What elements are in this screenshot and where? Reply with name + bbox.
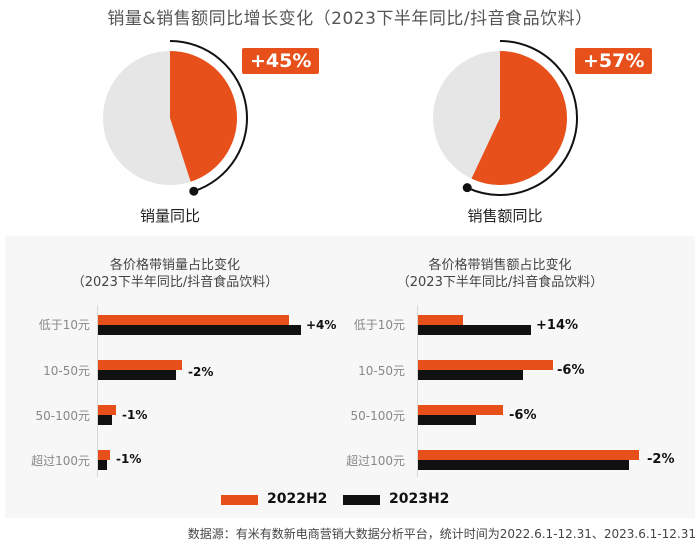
category-label: 低于10元 xyxy=(38,318,90,332)
growth-badge: +57% xyxy=(575,48,653,74)
bar-2022h2 xyxy=(98,450,110,460)
page-title: 销量&销售额同比增长变化（2023下半年同比/抖音食品饮料） xyxy=(107,9,593,29)
pie-label: 销量同比 xyxy=(139,207,200,225)
bar-2023h2 xyxy=(98,370,176,380)
delta-label: -2% xyxy=(647,452,675,467)
y-axis-line xyxy=(97,305,98,477)
legend-label-2022h2: 2022H2 xyxy=(267,491,328,507)
category-label: 超过100元 xyxy=(346,454,405,468)
bar-2023h2 xyxy=(98,460,107,470)
category-label: 10-50元 xyxy=(43,364,90,378)
delta-label: +4% xyxy=(306,318,337,332)
bar-2022h2 xyxy=(98,360,182,370)
delta-label: -1% xyxy=(116,452,142,466)
delta-label: +14% xyxy=(536,318,579,333)
growth-badge: +45% xyxy=(242,48,320,74)
category-label: 10-50元 xyxy=(358,364,405,378)
chart-subtitle-text: （2023下半年同比/抖音食品饮料） xyxy=(396,275,604,290)
delta-label: -2% xyxy=(188,365,214,379)
legend-swatch-2022h2 xyxy=(221,495,258,505)
bar-2023h2 xyxy=(418,370,523,380)
legend-label-2023h2: 2023H2 xyxy=(389,491,450,507)
chart-title-text: 各价格带销量占比变化 xyxy=(109,258,240,273)
bar-2023h2 xyxy=(98,415,112,425)
bar-2022h2 xyxy=(418,360,553,370)
pie-label: 销售额同比 xyxy=(467,207,543,225)
bar-2022h2 xyxy=(418,405,503,415)
category-label: 50-100元 xyxy=(35,409,90,423)
pie-sales-amount: +57% 销售额同比 xyxy=(430,40,670,225)
bar-2022h2 xyxy=(418,315,463,325)
bar-2023h2 xyxy=(98,325,301,335)
data-source-note: 数据源：有米有数新电商营销大数据分析平台，统计时间为2022.6.1-12.31… xyxy=(187,527,696,541)
bar-2022h2 xyxy=(98,315,289,325)
category-label: 低于10元 xyxy=(353,318,405,332)
legend-swatch-2023h2 xyxy=(343,495,380,505)
bar-2022h2 xyxy=(98,405,116,415)
delta-label: -1% xyxy=(122,408,148,422)
bar-2022h2 xyxy=(418,450,639,460)
pie-sales-amount-graphic xyxy=(433,40,578,196)
bar-2023h2 xyxy=(418,460,629,470)
chart-title-text: 各价格带销售额占比变化 xyxy=(428,258,572,273)
pie-sales-volume: +45% 销量同比 xyxy=(100,40,340,225)
bar-2023h2 xyxy=(418,415,476,425)
bar-2023h2 xyxy=(418,325,531,335)
delta-label: -6% xyxy=(509,408,537,423)
chart-subtitle-text: （2023下半年同比/抖音食品饮料） xyxy=(71,275,279,290)
category-label: 50-100元 xyxy=(350,409,405,423)
chart-title-volume: 各价格带销量占比变化 （2023下半年同比/抖音食品饮料） xyxy=(5,257,345,291)
category-label: 超过100元 xyxy=(31,454,90,468)
chart-title-amount: 各价格带销售额占比变化 （2023下半年同比/抖音食品饮料） xyxy=(340,257,660,291)
delta-label: -6% xyxy=(557,363,585,378)
pie-sales-volume-graphic xyxy=(103,40,248,196)
y-axis-line xyxy=(417,305,418,477)
